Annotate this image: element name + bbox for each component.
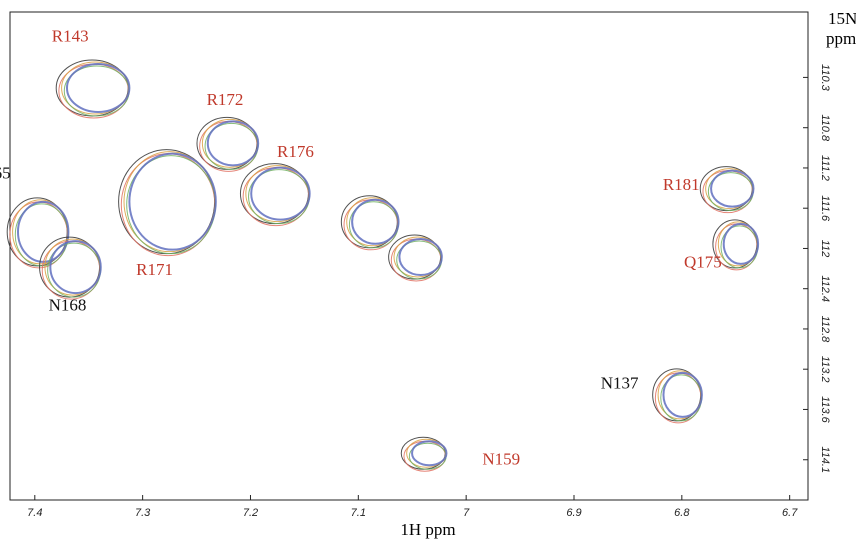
x-tick-label: 7 — [463, 507, 470, 519]
x-tick-label: 7.4 — [27, 507, 42, 519]
contour — [411, 440, 448, 467]
peak — [55, 59, 131, 119]
x-tick-label: 6.8 — [674, 507, 690, 519]
peak — [388, 234, 443, 282]
x-tick-label: 7.2 — [243, 507, 258, 519]
peak-label: N168 — [49, 296, 87, 315]
y-tick-label: 112.4 — [819, 275, 831, 302]
x-tick-label: 7.3 — [135, 507, 151, 519]
plot-frame — [9, 11, 809, 501]
peak-label: N159 — [482, 450, 520, 469]
x-axis-title: 1H ppm — [400, 520, 455, 539]
contour — [206, 120, 260, 167]
contour — [398, 238, 443, 277]
y-axis-title: 15N — [828, 9, 856, 28]
peak-label: Q175 — [684, 252, 722, 271]
peak — [39, 236, 102, 300]
peak-label: R143 — [52, 26, 89, 45]
contour — [662, 371, 703, 418]
peak — [196, 116, 260, 172]
y-tick-label: 113.6 — [819, 396, 831, 424]
peak-label: R181 — [663, 175, 700, 194]
peak-label: R176 — [277, 142, 314, 161]
peak-label: R165 — [0, 163, 11, 182]
y-tick-label: 111.6 — [819, 195, 831, 222]
x-tick-label: 6.9 — [566, 507, 581, 519]
y-tick-label: 114.1 — [819, 446, 831, 473]
peak-label: R171 — [136, 260, 173, 279]
contour — [49, 240, 102, 295]
peak — [340, 195, 400, 251]
x-tick-label: 7.1 — [351, 507, 366, 519]
contour — [128, 152, 217, 251]
peak-label: R172 — [207, 90, 244, 109]
y-tick-label: 111.2 — [819, 155, 831, 181]
contour — [250, 166, 311, 221]
y-tick-label: 112.8 — [819, 316, 831, 344]
y-axis-title: ppm — [826, 29, 856, 48]
contour — [710, 169, 755, 208]
y-tick-label: 112 — [819, 240, 831, 258]
y-tick-label: 113.2 — [819, 356, 831, 383]
peak — [118, 149, 217, 257]
peak-label: N137 — [601, 373, 639, 392]
x-tick-label: 6.7 — [782, 507, 798, 519]
peak — [6, 197, 70, 269]
peak — [699, 166, 755, 214]
contour — [65, 62, 131, 113]
peak — [712, 219, 760, 271]
peak — [400, 436, 448, 472]
contour — [722, 222, 760, 265]
y-tick-label: 110.3 — [819, 64, 831, 92]
y-tick-label: 110.8 — [819, 114, 831, 142]
peak — [239, 163, 311, 227]
contour — [351, 198, 400, 245]
peak — [652, 368, 703, 424]
